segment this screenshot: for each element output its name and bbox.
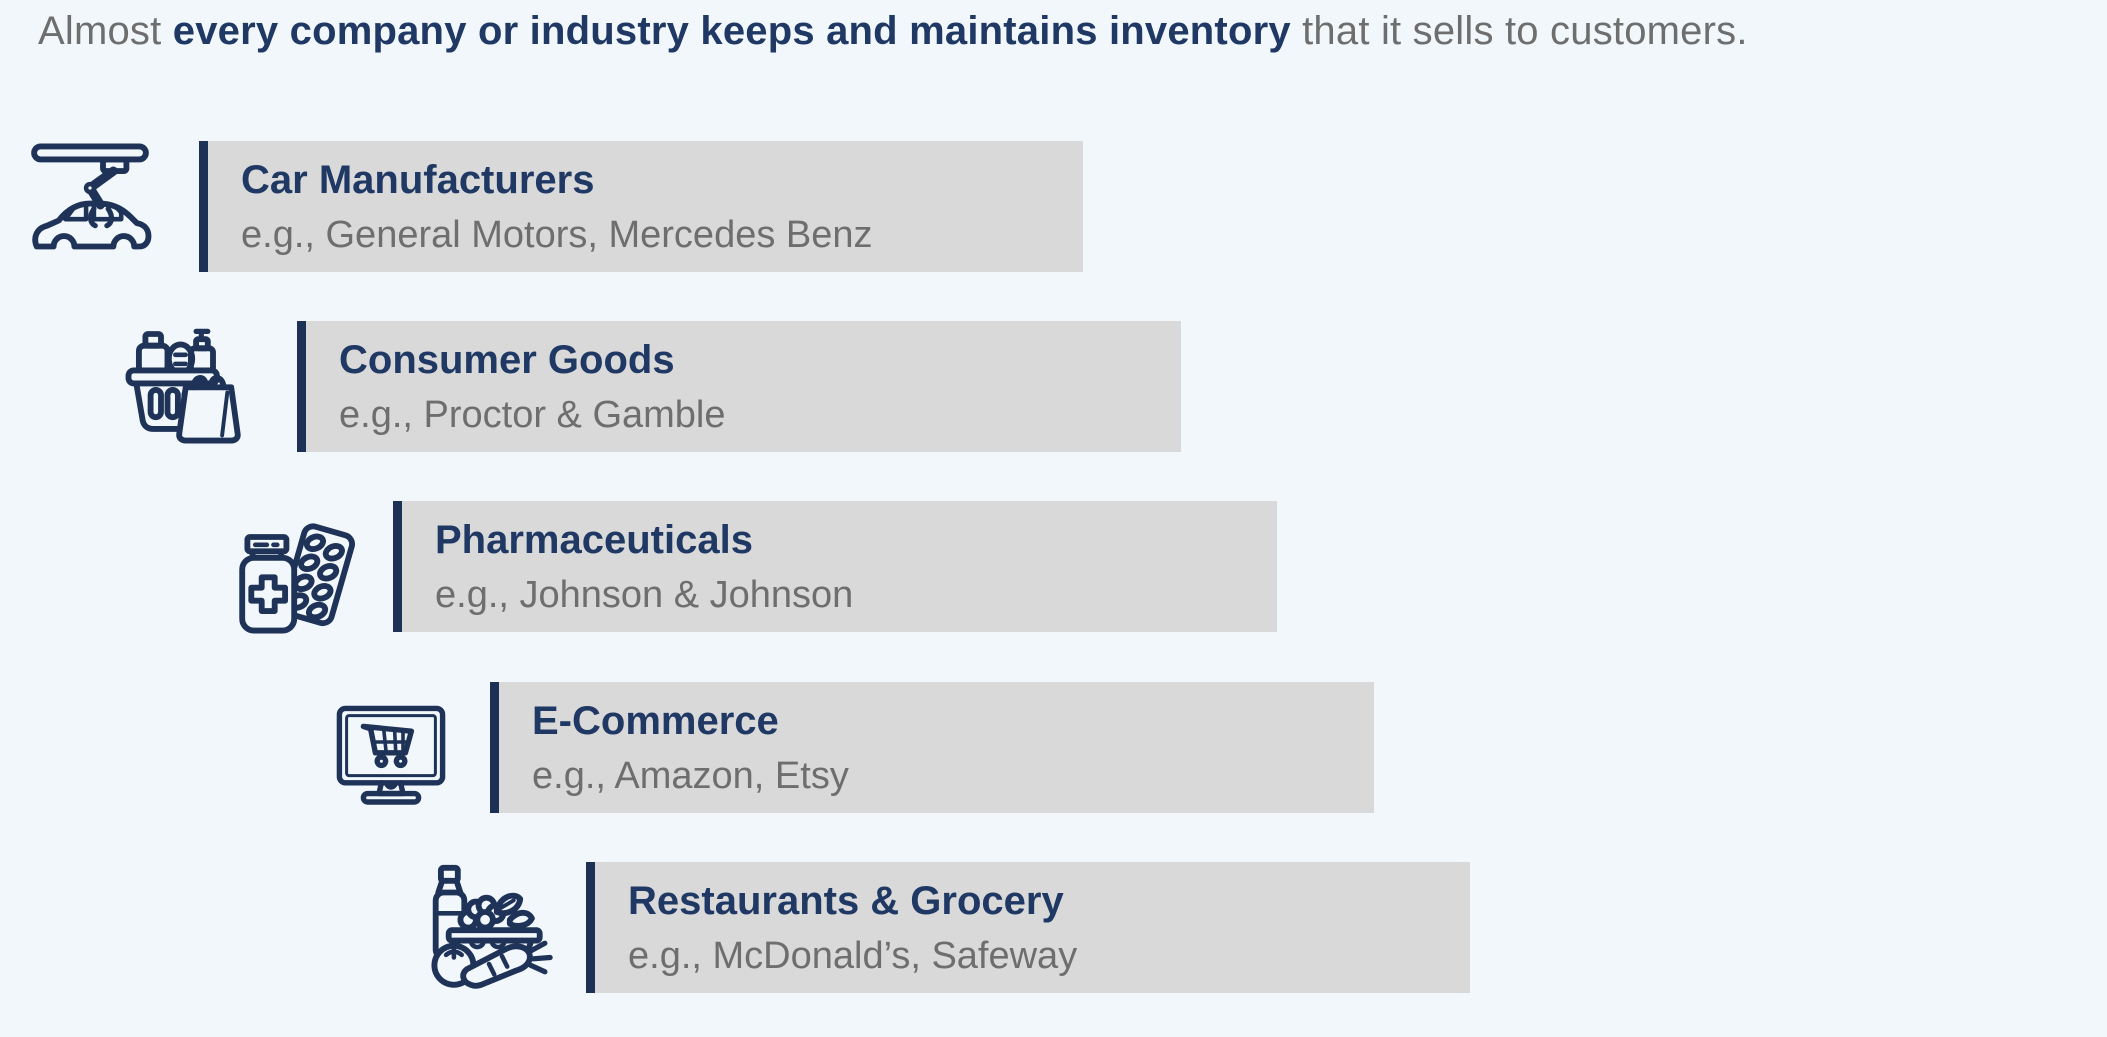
industry-row-e-commerce: E-Commerce e.g., Amazon, Etsy [0, 682, 2107, 813]
intro-text: Almost every company or industry keeps a… [38, 2, 1748, 60]
industry-card: Car Manufacturers e.g., General Motors, … [199, 141, 1083, 272]
car-assembly-robot-icon [25, 136, 155, 266]
industry-examples: e.g., Amazon, Etsy [532, 755, 849, 797]
industry-row-pharmaceuticals: Pharmaceuticals e.g., Johnson & Johnson [0, 501, 2107, 634]
industry-title: E-Commerce [532, 699, 779, 743]
industry-examples: e.g., Johnson & Johnson [435, 574, 854, 616]
industry-title: Restaurants & Grocery [628, 879, 1064, 923]
industry-row-car-manufacturers: Car Manufacturers e.g., General Motors, … [0, 141, 2107, 272]
industry-examples: e.g., General Motors, Mercedes Benz [241, 214, 873, 256]
intro-prefix: Almost [38, 9, 173, 53]
industry-row-consumer-goods: Consumer Goods e.g., Proctor & Gamble [0, 321, 2107, 452]
industry-card: Consumer Goods e.g., Proctor & Gamble [297, 321, 1181, 452]
medicine-bottle-and-pills-icon [237, 511, 367, 641]
shopping-basket-and-bag-icon [122, 321, 252, 451]
industry-examples: e.g., Proctor & Gamble [339, 394, 726, 436]
industry-title: Car Manufacturers [241, 158, 595, 202]
industry-examples: e.g., McDonald’s, Safeway [628, 935, 1078, 977]
industry-title: Consumer Goods [339, 338, 675, 382]
grocery-basket-icon [424, 860, 554, 990]
intro-bold: every company or industry keeps and main… [172, 9, 1291, 53]
industry-title: Pharmaceuticals [435, 518, 753, 562]
industry-card: Pharmaceuticals e.g., Johnson & Johnson [393, 501, 1277, 632]
industry-card: E-Commerce e.g., Amazon, Etsy [490, 682, 1374, 813]
ecommerce-monitor-cart-icon [331, 694, 451, 814]
intro-suffix: that it sells to customers. [1290, 9, 1748, 53]
industry-row-restaurants-grocery: Restaurants & Grocery e.g., McDonald’s, … [0, 862, 2107, 993]
industry-card: Restaurants & Grocery e.g., McDonald’s, … [586, 862, 1470, 993]
